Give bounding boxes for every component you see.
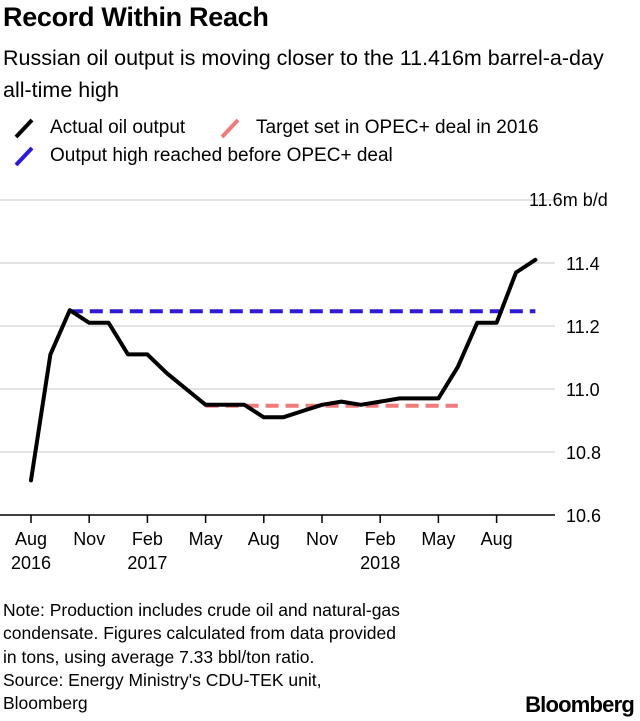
legend-item-actual-output: Actual oil output bbox=[12, 116, 185, 140]
legend-swatch-opec-target bbox=[220, 118, 240, 139]
legend-item-pre-deal-high: Output high reached before OPEC+ deal bbox=[12, 144, 393, 168]
legend: Actual oil output Target set in OPEC+ de… bbox=[0, 114, 640, 178]
legend-swatch-pre-deal-high bbox=[14, 146, 34, 167]
x-tick-label: Aug bbox=[15, 529, 47, 549]
legend-item-opec-target: Target set in OPEC+ deal in 2016 bbox=[218, 116, 539, 140]
x-tick-year-label: 2016 bbox=[11, 553, 51, 573]
note-line: in tons, using average 7.33 bbl/ton rati… bbox=[3, 646, 315, 667]
note-line: Note: Production includes crude oil and … bbox=[3, 600, 400, 620]
chart-title: Record Within Reach bbox=[3, 2, 269, 32]
note-line: condensate. Figures calculated from data… bbox=[3, 623, 397, 644]
x-tick-year-label: 2018 bbox=[360, 553, 400, 573]
y-tick-label: 11.0 bbox=[566, 380, 600, 400]
x-tick-label: May bbox=[421, 529, 455, 549]
legend-label-actual-output: Actual oil output bbox=[50, 117, 186, 138]
source-line: Source: Energy Ministry's CDU-TEK unit, bbox=[3, 669, 322, 690]
x-tick-year-label: 2017 bbox=[127, 553, 167, 573]
oil-output-chart: 11.6m b/d 11.4 11.2 11.0 10.8 10.6 Aug 2016 Nov F… bbox=[0, 190, 608, 573]
y-tick-label: 11.4 bbox=[566, 254, 600, 274]
y-tick-label: 11.2 bbox=[566, 317, 600, 337]
chart-subtitle: Russian oil output is moving closer to t… bbox=[3, 46, 604, 102]
x-tick-label: Nov bbox=[73, 529, 105, 549]
x-tick-label: Aug bbox=[481, 529, 513, 549]
x-tick-label: Feb bbox=[132, 529, 163, 549]
legend-label-pre-deal-high: Output high reached before OPEC+ deal bbox=[50, 145, 393, 166]
y-tick-label: 10.8 bbox=[566, 443, 601, 463]
source-line: Bloomberg bbox=[3, 693, 88, 714]
legend-swatch-actual-output bbox=[14, 118, 34, 139]
y-tick-label: 10.6 bbox=[566, 506, 601, 526]
legend-label-opec-target: Target set in OPEC+ deal in 2016 bbox=[256, 117, 539, 138]
x-tick-label: Nov bbox=[306, 529, 338, 549]
notes: Note: Production includes crude oil and … bbox=[3, 599, 503, 715]
x-tick-label: Aug bbox=[248, 529, 280, 549]
series-line-actual-output bbox=[29, 257, 538, 483]
x-tick-label: Feb bbox=[365, 529, 396, 549]
x-tick-label: May bbox=[189, 529, 223, 549]
y-tick-label: 11.6m b/d bbox=[529, 190, 608, 210]
bloomberg-logo: Bloomberg bbox=[525, 692, 635, 717]
